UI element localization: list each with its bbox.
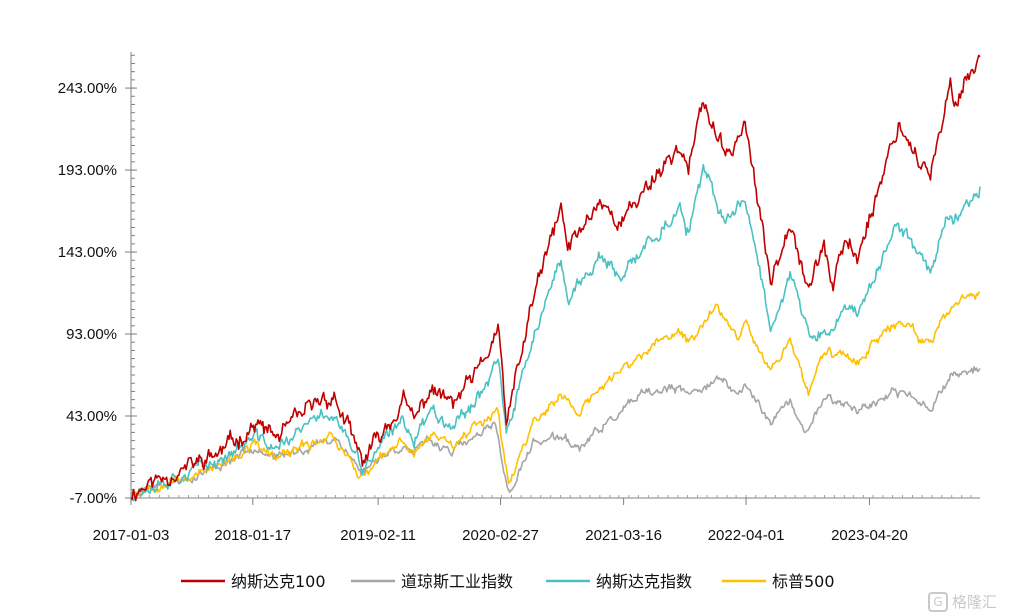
y-tick-label: 143.00% — [58, 244, 117, 261]
y-tick-label: 93.00% — [66, 326, 117, 343]
x-tick-label: 2022-04-01 — [708, 527, 785, 544]
y-tick-label: -7.00% — [69, 490, 117, 507]
x-tick-label: 2018-01-17 — [214, 527, 291, 544]
x-tick-label: 2020-02-27 — [462, 527, 539, 544]
series-line-nasdaq100 — [130, 54, 981, 502]
legend-label-sp500: 标普500 — [772, 572, 835, 591]
legend-label-dow-jones: 道琼斯工业指数 — [401, 572, 513, 591]
watermark-text: 格隆汇 — [951, 593, 997, 611]
watermark-logo-icon: G — [927, 591, 948, 612]
y-tick-label: 243.00% — [58, 80, 117, 97]
x-tick-label: 2023-04-20 — [831, 527, 908, 544]
series-line-sp500 — [130, 291, 981, 498]
x-tick-label: 2017-01-03 — [93, 527, 170, 544]
legend-label-nasdaq-composite: 纳斯达克指数 — [596, 572, 692, 591]
watermark: G 格隆汇 — [927, 591, 997, 612]
series-line-nasdaq-composite — [130, 163, 981, 502]
y-tick-label: 43.00% — [66, 408, 117, 425]
y-tick-label: 193.00% — [58, 162, 117, 179]
series-line-dow-jones — [130, 366, 981, 497]
x-tick-label: 2021-03-16 — [585, 527, 662, 544]
legend-label-nasdaq100: 纳斯达克100 — [231, 572, 326, 591]
x-tick-label: 2019-02-11 — [340, 527, 416, 544]
